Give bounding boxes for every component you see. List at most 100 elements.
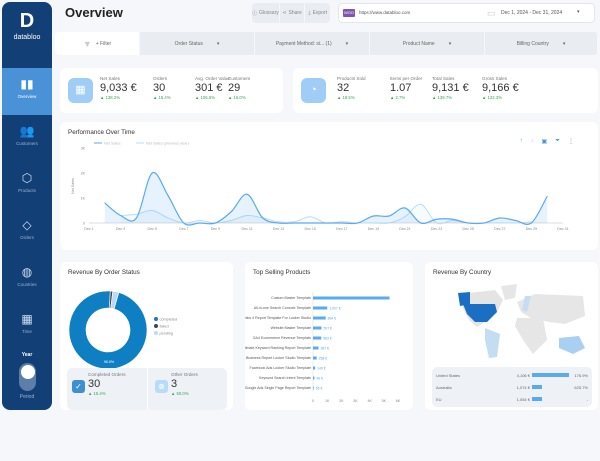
data-point[interactable]	[136, 217, 137, 219]
bar[interactable]	[313, 296, 390, 300]
data-point[interactable]	[467, 222, 469, 224]
data-point[interactable]	[452, 220, 453, 221]
toggle-title: Year	[21, 352, 33, 358]
bar[interactable]	[313, 366, 316, 370]
data-point[interactable]	[151, 172, 153, 174]
share-button[interactable]: ⋖ Share	[280, 3, 306, 23]
bar[interactable]	[313, 346, 319, 350]
data-point[interactable]	[230, 211, 232, 213]
country-row[interactable]: United States 4,106 €176.9%	[436, 373, 588, 378]
source-url[interactable]: https://www.databloo.com	[359, 10, 411, 15]
chart-title: Performance Over Time	[68, 129, 135, 136]
data-point[interactable]	[215, 222, 216, 224]
data-point[interactable]	[515, 220, 516, 221]
data-point[interactable]	[199, 220, 201, 221]
data-point[interactable]	[531, 222, 532, 224]
bar[interactable]	[313, 306, 328, 310]
data-point[interactable]	[499, 222, 501, 224]
chart-title: Revenue By Country	[433, 269, 492, 276]
data-point[interactable]	[373, 215, 374, 217]
data-point[interactable]	[199, 222, 201, 224]
legend-swatch	[154, 331, 158, 335]
date-range-picker[interactable]: Dec 1, 2024 - Dec 31, 2024	[501, 10, 563, 16]
bar[interactable]	[313, 376, 315, 380]
more-icon[interactable]: ⋮	[568, 139, 574, 145]
sort-up-icon[interactable]: ↑	[519, 138, 523, 144]
data-point[interactable]	[262, 217, 264, 219]
data-point[interactable]	[483, 222, 485, 224]
sort-down-icon[interactable]: ↓	[530, 138, 534, 144]
bar[interactable]	[313, 326, 322, 330]
data-point[interactable]	[230, 220, 232, 221]
data-point[interactable]	[278, 222, 279, 224]
period-toggle[interactable]	[19, 363, 36, 391]
data-point[interactable]	[120, 215, 121, 216]
kpi-products-sold: Products Sold 32 ▲ 18.5%	[337, 76, 366, 100]
chevron-down-icon[interactable]: ▾	[577, 9, 580, 15]
data-point[interactable]	[136, 213, 137, 215]
data-point[interactable]	[294, 221, 295, 223]
export-chart-icon[interactable]: ▣	[541, 139, 548, 145]
country-row[interactable]: EU 1,054 € -	[436, 397, 588, 402]
data-label: 99 €	[316, 376, 323, 380]
sidebar-item-orders[interactable]: ◇ Orders	[2, 209, 52, 256]
data-point[interactable]	[341, 222, 343, 224]
data-point[interactable]	[404, 216, 406, 218]
data-point[interactable]	[104, 202, 106, 204]
filter-dropdown[interactable]: Payment Method: si... (1) ▾	[255, 32, 370, 55]
data-point[interactable]	[531, 221, 532, 223]
data-point[interactable]	[294, 222, 295, 224]
data-point[interactable]	[388, 215, 390, 217]
data-point[interactable]	[436, 222, 437, 224]
bar[interactable]	[313, 336, 322, 340]
data-point[interactable]	[309, 216, 311, 218]
data-label: 894 €	[328, 316, 337, 320]
data-point[interactable]	[357, 222, 358, 224]
filter-dropdown[interactable]: Order Status ▾	[140, 32, 255, 55]
data-point[interactable]	[167, 217, 169, 219]
data-point[interactable]	[436, 218, 437, 220]
data-point[interactable]	[278, 221, 279, 223]
filter-dropdown[interactable]: Product Name ▾	[370, 32, 485, 55]
data-point[interactable]	[151, 210, 153, 211]
world-map[interactable]	[425, 282, 598, 362]
data-point[interactable]	[373, 222, 374, 224]
data-point[interactable]	[420, 222, 422, 224]
donut-slice-completed[interactable]	[68, 290, 148, 370]
data-point[interactable]	[183, 222, 185, 224]
other-change: ▲ 50.0%	[171, 391, 189, 396]
category-label: Google My Business Report Looker Studio …	[245, 356, 311, 360]
export-button[interactable]: ⤓ Export	[308, 10, 328, 16]
y-axis-label: Net Sales	[71, 178, 75, 194]
bar[interactable]	[313, 316, 326, 320]
bar[interactable]	[313, 356, 317, 360]
donut-slice-pending[interactable]	[110, 290, 120, 310]
sidebar-item-customers[interactable]: 👥 Customers	[2, 115, 52, 162]
action-buttons: ⓘ Glossary ⋖ Share ⤓ Export	[252, 3, 330, 23]
add-filter-button[interactable]: ▼ + Filter	[55, 32, 140, 55]
data-point[interactable]	[499, 217, 501, 219]
filter-chart-icon[interactable]: ⏷	[555, 138, 560, 144]
data-point[interactable]	[420, 203, 422, 205]
country-row[interactable]: Australia 1,074 €625.7%	[436, 385, 588, 390]
glossary-button[interactable]: ⓘ Glossary	[252, 3, 280, 23]
source-and-date: WOO https://www.databloo.com ▭ Dec 1, 20…	[338, 3, 595, 23]
sidebar-item-time[interactable]: ▦ Time	[2, 303, 52, 350]
bar[interactable]	[313, 386, 314, 390]
sidebar-item-countries[interactable]: ◍ Countries	[2, 256, 52, 303]
data-point[interactable]	[167, 195, 169, 196]
filter-dropdown[interactable]: Billing Country ▾	[485, 32, 598, 55]
sidebar-item-products[interactable]: ⬡ Products	[2, 162, 52, 209]
data-point[interactable]	[246, 193, 248, 195]
data-point[interactable]	[309, 222, 311, 224]
sidebar-item-overview[interactable]: ▮▮ Overview	[2, 68, 52, 115]
data-point[interactable]	[452, 218, 453, 220]
data-point[interactable]	[515, 222, 516, 224]
data-point[interactable]	[246, 215, 248, 216]
data-point[interactable]	[341, 221, 343, 223]
data-point[interactable]	[404, 207, 406, 209]
data-point[interactable]	[325, 222, 327, 224]
data-point[interactable]	[546, 195, 548, 197]
data-point[interactable]	[388, 222, 390, 224]
